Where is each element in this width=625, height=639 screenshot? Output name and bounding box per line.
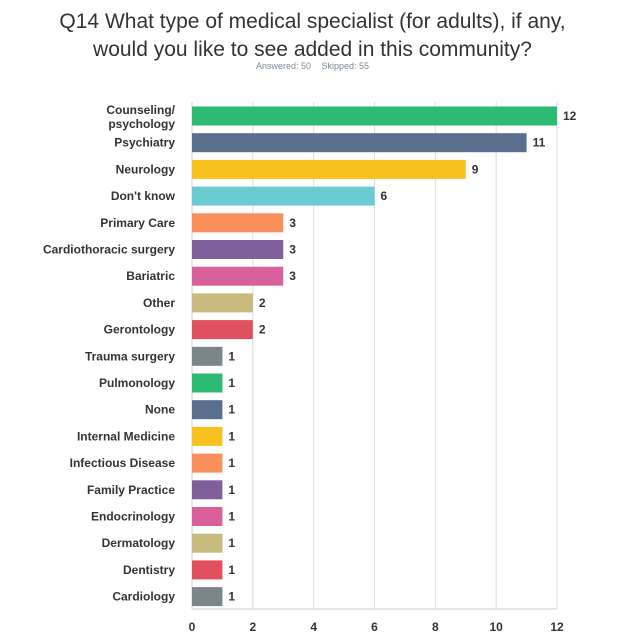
data-label: 6 — [381, 189, 388, 203]
bar — [192, 133, 527, 153]
category-label: Neurology — [116, 162, 176, 176]
x-tick-label: 6 — [371, 620, 378, 634]
bar — [192, 213, 284, 233]
bar — [192, 293, 253, 313]
data-label: 9 — [472, 162, 479, 176]
bar — [192, 480, 223, 500]
bar — [192, 106, 557, 126]
answered-count: Answered: 50 — [255, 61, 311, 71]
category-label: Dentistry — [123, 563, 175, 577]
category-label: Bariatric — [126, 269, 175, 283]
category-label: Psychiatry — [114, 136, 175, 150]
category-label: Internal Medicine — [77, 429, 175, 443]
category-label: Counseling/psychology — [106, 103, 175, 131]
bar — [192, 240, 284, 259]
chart-title-line-1: Q14 What type of medical specialist (for… — [59, 10, 566, 33]
data-label: 1 — [228, 403, 235, 417]
category-label: Don't know — [111, 189, 176, 203]
category-label: Infectious Disease — [70, 456, 176, 470]
category-label: Endocrinology — [91, 510, 175, 524]
response-stats: Answered: 50 Skipped: 55 — [0, 61, 625, 71]
data-label: 1 — [228, 376, 235, 390]
category-label: None — [145, 403, 175, 417]
chart-title-line-2: would you like to see added in this comm… — [93, 38, 532, 61]
category-label: Dermatology — [102, 536, 176, 550]
x-tick-label: 4 — [310, 620, 317, 634]
category-label: Cardiothoracic surgery — [43, 243, 175, 257]
x-tick-label: 0 — [189, 620, 196, 634]
bar — [192, 346, 223, 366]
bar — [192, 533, 223, 553]
data-label: 12 — [563, 109, 577, 123]
bar — [192, 426, 223, 446]
category-label: Primary Care — [100, 216, 175, 230]
x-tick-label: 10 — [489, 620, 503, 634]
bar — [192, 453, 223, 473]
category-label: Pulmonology — [99, 376, 175, 390]
category-label: Family Practice — [87, 483, 175, 497]
x-tick-label: 12 — [550, 620, 564, 634]
x-tick-label: 8 — [432, 620, 439, 634]
category-label: Cardiology — [112, 590, 175, 604]
data-label: 3 — [289, 243, 296, 257]
data-label: 3 — [289, 269, 296, 283]
data-label: 1 — [228, 563, 235, 577]
data-label: 1 — [228, 536, 235, 550]
category-label: Gerontology — [104, 323, 176, 337]
bar — [192, 186, 375, 206]
data-label: 1 — [228, 483, 235, 497]
data-label: 1 — [228, 590, 235, 604]
bar — [192, 320, 253, 340]
chart-title: Q14 What type of medical specialist (for… — [0, 8, 625, 64]
data-label: 2 — [259, 296, 266, 310]
bar — [192, 373, 223, 393]
data-label: 3 — [289, 216, 296, 230]
skipped-count: Skipped: 55 — [321, 61, 370, 71]
category-label: Trauma surgery — [85, 349, 175, 363]
bar — [192, 159, 466, 179]
data-label: 1 — [228, 456, 235, 470]
data-label: 11 — [533, 136, 546, 150]
bar — [192, 266, 284, 286]
bar — [192, 507, 223, 526]
bar — [192, 400, 223, 420]
data-label: 2 — [259, 323, 266, 337]
data-label: 1 — [228, 349, 235, 363]
bar — [192, 587, 223, 607]
bar — [192, 560, 223, 580]
x-tick-label: 2 — [249, 620, 256, 634]
data-label: 1 — [228, 429, 235, 443]
category-label: Other — [143, 296, 175, 310]
data-label: 1 — [228, 510, 235, 524]
